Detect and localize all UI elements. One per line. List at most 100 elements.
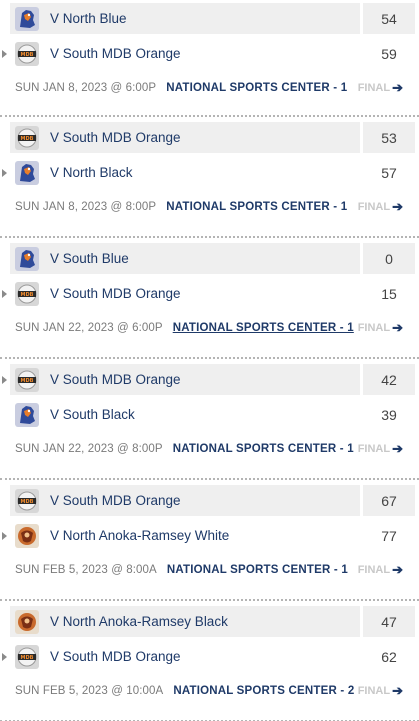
team-name-away[interactable]: V North Anoka-Ramsey White [50,528,230,543]
game-status-link[interactable]: FINAL ➔ [358,320,403,336]
svg-text:MDB: MDB [21,378,34,384]
game-status: FINAL [357,564,391,576]
team-score-home: 67 [363,485,415,516]
expand-arrow-icon[interactable] [2,532,7,540]
game-datetime: SUN JAN 8, 2023 @ 8:00P [15,201,157,213]
arrow-right-icon: ➔ [392,683,403,698]
team-row-away[interactable]: MDB V South MDB Orange 62 [0,641,419,672]
team-score-away: 15 [381,285,397,302]
game-info: SUN JAN 8, 2023 @ 6:00P NATIONAL SPORTS … [15,78,415,98]
game-datetime: SUN JAN 22, 2023 @ 8:00P [15,443,163,455]
mdb-logo-icon: MDB [15,488,39,513]
team-row-away[interactable]: MDB V South MDB Orange 59 [0,38,419,69]
svg-text:MDB: MDB [21,292,34,298]
arrow-right-icon: ➔ [392,562,403,577]
game-divider [0,115,419,117]
mdb-logo-icon: MDB [15,125,39,150]
game-info: SUN JAN 22, 2023 @ 6:00P NATIONAL SPORTS… [15,318,415,338]
venue-link[interactable]: NATIONAL SPORTS CENTER - 1 [166,82,348,94]
arrow-right-icon: ➔ [392,320,403,335]
team-row-home[interactable]: V South Blue 0 [0,243,419,274]
game-status-link[interactable]: FINAL ➔ [358,199,403,215]
game-datetime: SUN JAN 8, 2023 @ 6:00P [15,82,157,94]
game-status: FINAL [357,82,391,94]
team-row-home[interactable]: MDB V South MDB Orange 53 [0,122,419,153]
game-status-link[interactable]: FINAL ➔ [358,441,403,457]
team-score-away: 57 [381,164,397,181]
venue-link[interactable]: NATIONAL SPORTS CENTER - 1 [166,201,348,213]
game-info: SUN JAN 22, 2023 @ 8:00P NATIONAL SPORTS… [15,439,415,459]
team-score-home: 53 [363,122,415,153]
game-card-4: MDB V South MDB Orange 42 V South Black … [0,360,419,481]
team-row-home[interactable]: MDB V South MDB Orange 67 [0,485,419,516]
expand-arrow-icon[interactable] [2,169,7,177]
mustangs-logo-icon [15,160,39,185]
venue-link[interactable]: NATIONAL SPORTS CENTER - 2 [173,685,355,697]
game-status-link[interactable]: FINAL ➔ [358,683,403,699]
game-datetime: SUN JAN 22, 2023 @ 6:00P [15,322,163,334]
game-status: FINAL [357,322,391,334]
game-card-5: MDB V South MDB Orange 67 V North Anoka-… [0,481,419,602]
game-info: SUN FEB 5, 2023 @ 10:00A NATIONAL SPORTS… [15,681,415,701]
venue-link[interactable]: NATIONAL SPORTS CENTER - 1 [166,564,348,576]
game-divider [0,478,419,480]
team-score-away: 77 [381,527,397,544]
venue-link[interactable]: NATIONAL SPORTS CENTER - 1 [172,443,354,455]
mdb-logo-icon: MDB [15,281,39,306]
game-divider [0,599,419,601]
game-info: SUN JAN 8, 2023 @ 8:00P NATIONAL SPORTS … [15,197,415,217]
expand-arrow-icon[interactable] [2,50,7,58]
team-score-home: 54 [363,3,415,34]
mustangs-logo-icon [15,402,39,427]
arrow-right-icon: ➔ [392,199,403,214]
game-divider [0,236,419,238]
team-row-away[interactable]: V North Black 57 [0,157,419,188]
mdb-logo-icon: MDB [15,644,39,669]
svg-text:MDB: MDB [21,136,34,142]
team-score-home: 0 [363,243,415,274]
team-row-home[interactable]: MDB V South MDB Orange 42 [0,364,419,395]
game-divider [0,357,419,359]
team-name-away[interactable]: V South MDB Orange [50,46,181,61]
team-name-away[interactable]: V South MDB Orange [50,286,181,301]
team-name-away[interactable]: V South MDB Orange [50,649,181,664]
expand-arrow-icon[interactable] [2,290,7,298]
anoka-ramsey-logo-icon [15,609,39,634]
expand-arrow-icon[interactable] [2,376,7,384]
mdb-logo-icon: MDB [15,367,39,392]
game-info: SUN FEB 5, 2023 @ 8:00A NATIONAL SPORTS … [15,560,415,580]
team-name-home[interactable]: V South Blue [50,251,129,266]
game-card-1: V North Blue 54 MDB V South MDB Orange 5… [0,0,419,118]
team-name-home[interactable]: V North Anoka-Ramsey Black [50,614,228,629]
expand-arrow-icon[interactable] [2,653,7,661]
svg-text:MDB: MDB [21,52,34,58]
game-status: FINAL [357,685,391,697]
team-row-home[interactable]: V North Anoka-Ramsey Black 47 [0,606,419,637]
game-card-6: V North Anoka-Ramsey Black 47 MDB V Sout… [0,602,419,721]
game-status: FINAL [357,201,391,213]
team-row-away[interactable]: V North Anoka-Ramsey White 77 [0,520,419,551]
game-status-link[interactable]: FINAL ➔ [358,80,403,96]
team-row-away[interactable]: MDB V South MDB Orange 15 [0,278,419,309]
team-name-away[interactable]: V North Black [50,165,133,180]
arrow-right-icon: ➔ [392,80,403,95]
svg-text:MDB: MDB [21,655,34,661]
game-status-link[interactable]: FINAL ➔ [358,562,403,578]
team-row-away[interactable]: V South Black 39 [0,399,419,430]
team-name-home[interactable]: V North Blue [50,11,127,26]
team-score-away: 59 [381,45,397,62]
team-name-away[interactable]: V South Black [50,407,135,422]
team-row-home[interactable]: V North Blue 54 [0,3,419,34]
svg-text:MDB: MDB [21,499,34,505]
mustangs-logo-icon [15,6,39,31]
venue-link[interactable]: NATIONAL SPORTS CENTER - 1 [172,322,354,334]
team-score-home: 42 [363,364,415,395]
team-name-home[interactable]: V South MDB Orange [50,493,181,508]
game-card-2: MDB V South MDB Orange 53 V North Black … [0,118,419,239]
team-score-away: 39 [381,406,397,423]
team-name-home[interactable]: V South MDB Orange [50,372,181,387]
anoka-ramsey-logo-icon [15,523,39,548]
game-datetime: SUN FEB 5, 2023 @ 8:00A [15,564,157,576]
team-name-home[interactable]: V South MDB Orange [50,130,181,145]
